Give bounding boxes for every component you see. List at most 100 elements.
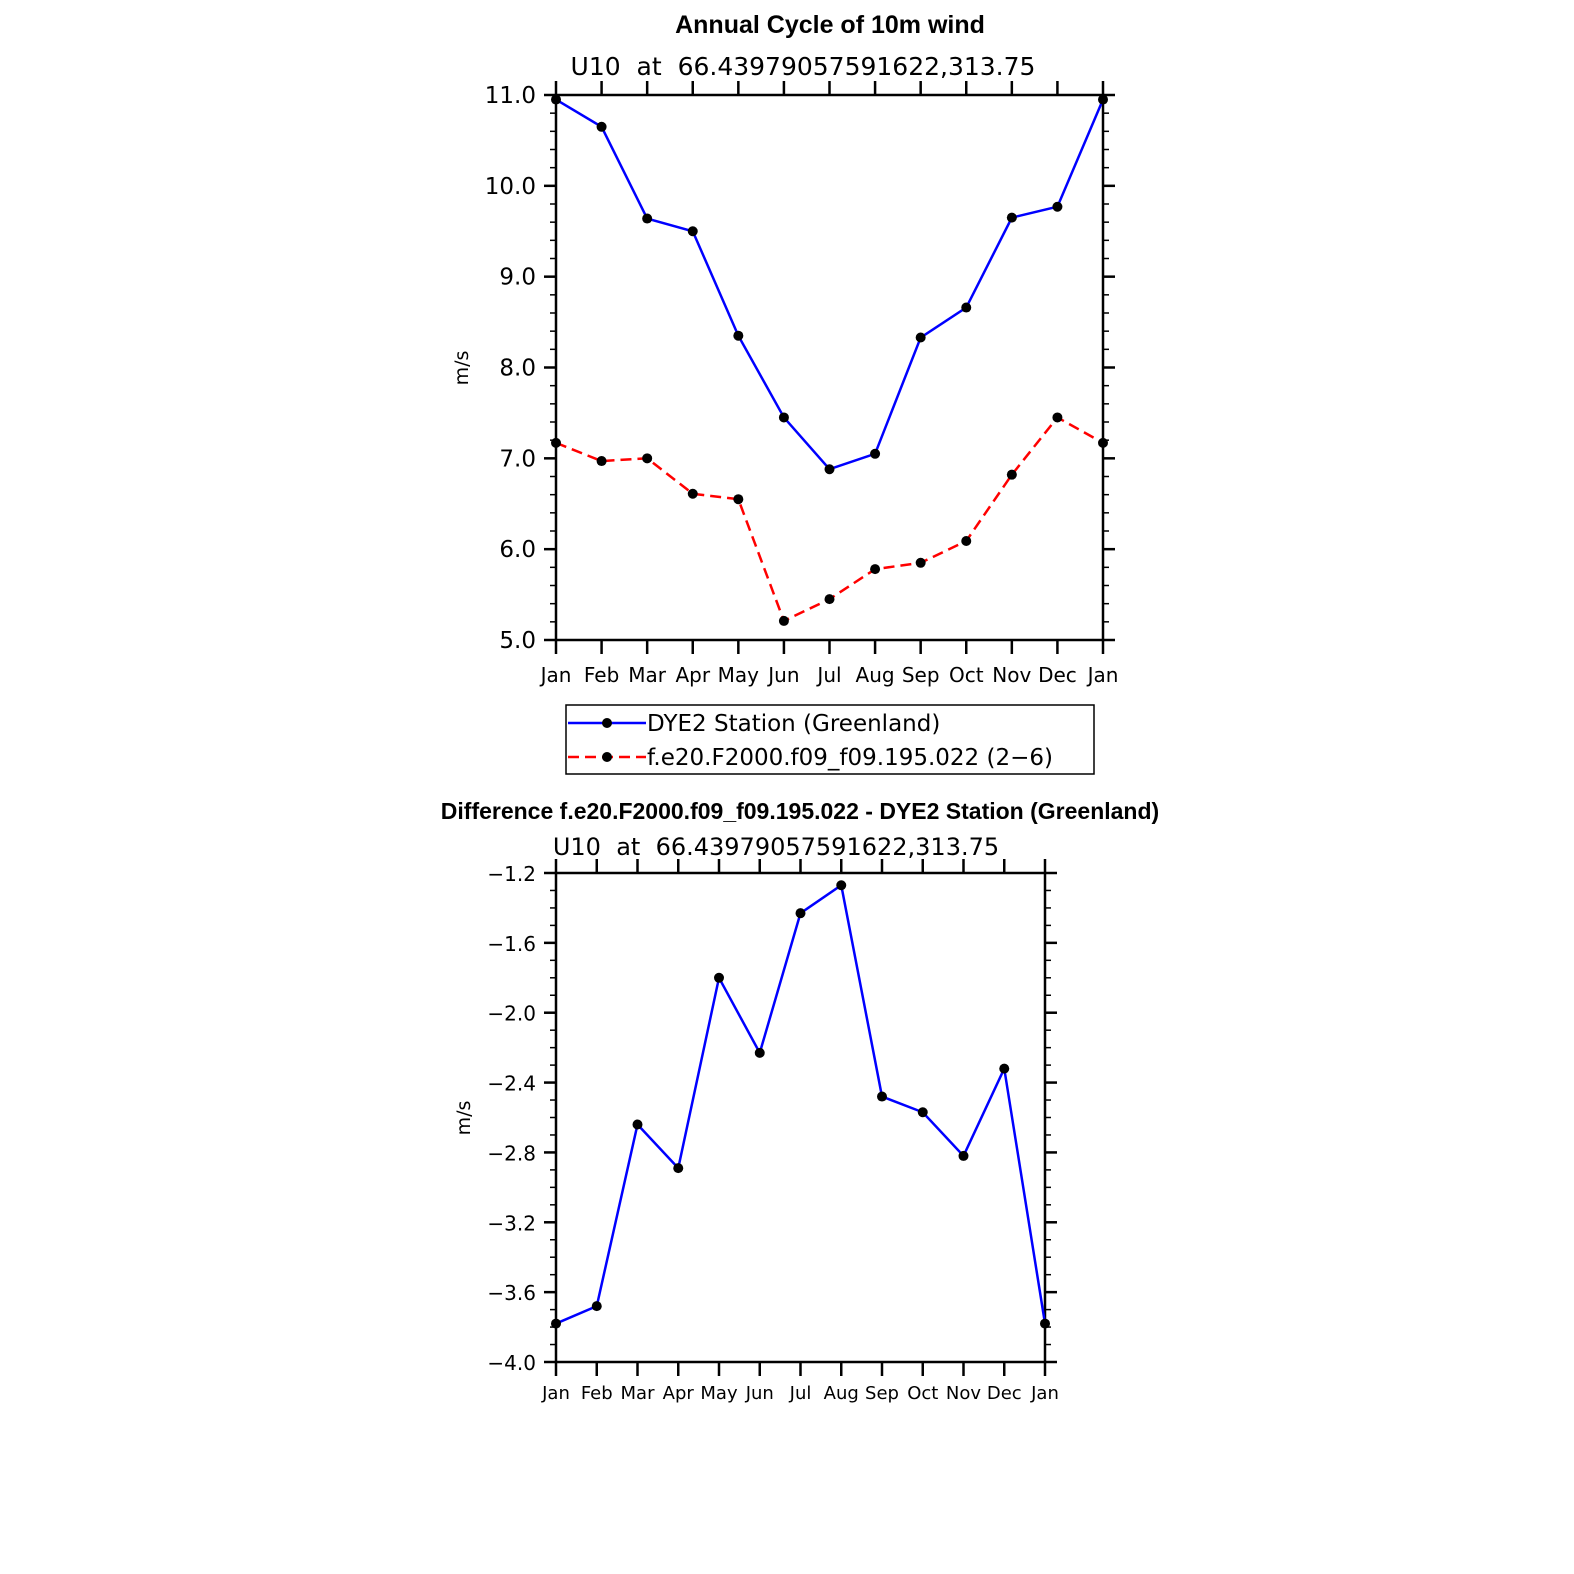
- data-point: [632, 1119, 643, 1130]
- x-tick-label: Apr: [675, 663, 710, 687]
- x-tick-label: Nov: [992, 663, 1031, 687]
- data-point: [551, 94, 561, 105]
- data-point: [733, 330, 744, 341]
- data-point: [877, 1091, 887, 1102]
- x-tick-label: Feb: [581, 1383, 613, 1404]
- legend-label-dye2: DYE2 Station (Greenland): [647, 711, 940, 737]
- y-tick-label: −1.2: [487, 862, 536, 886]
- data-point: [961, 535, 972, 546]
- y-tick-label: −2.8: [487, 1141, 536, 1165]
- x-tick-label: Jan: [539, 663, 572, 687]
- y-tick-label: −1.6: [487, 932, 536, 956]
- data-point: [551, 1318, 561, 1329]
- y-tick-label: −3.6: [487, 1281, 536, 1305]
- data-point: [1006, 212, 1017, 223]
- x-tick-label: Oct: [949, 663, 984, 687]
- data-point: [915, 557, 926, 568]
- x-tick-label: Jun: [766, 663, 799, 687]
- series-line-1: [555, 415, 1104, 623]
- data-point: [1098, 437, 1108, 448]
- legend-label-model: f.e20.F2000.f09_f09.195.022 (2−6): [647, 745, 1053, 771]
- data-point: [961, 302, 972, 313]
- legend-box: [565, 704, 1095, 775]
- series-line-0: [555, 98, 1105, 471]
- x-tick-label: Mar: [621, 1383, 656, 1404]
- x-tick-label: Jan: [1030, 1383, 1059, 1404]
- y-tick-label: −3.2: [487, 1211, 536, 1235]
- x-tick-label: Feb: [584, 663, 619, 687]
- difference-chart: Difference f.e20.F2000.f09_f09.195.022 -…: [441, 798, 1159, 1404]
- data-point: [754, 1047, 765, 1058]
- chart1-title: Annual Cycle of 10m wind: [675, 11, 985, 39]
- y-tick-label: 5.0: [499, 628, 536, 654]
- legend-marker-dye2: [602, 718, 612, 728]
- y-tick-label: 10.0: [485, 174, 536, 200]
- y-tick-label: 9.0: [499, 265, 536, 291]
- x-tick-label: May: [718, 663, 760, 687]
- x-tick-label: Jul: [815, 663, 841, 687]
- data-point: [733, 494, 744, 505]
- x-tick-label: Jun: [745, 1383, 774, 1404]
- data-point: [870, 564, 881, 575]
- annual-cycle-chart: Annual Cycle of 10m wind U10 at 66.43979…: [451, 11, 1119, 775]
- data-point: [958, 1150, 969, 1161]
- data-point: [915, 332, 926, 343]
- x-tick-label: Dec: [987, 1383, 1022, 1404]
- y-tick-label: 8.0: [499, 356, 536, 382]
- data-point: [1052, 201, 1063, 212]
- series-line-0: [555, 883, 1047, 1325]
- y-tick-label: 11.0: [485, 83, 536, 109]
- data-point: [551, 437, 561, 448]
- x-tick-label: Aug: [856, 663, 895, 687]
- plot-frame: [554, 871, 1047, 1364]
- data-point: [824, 594, 835, 605]
- data-point: [687, 488, 698, 499]
- chart2-subtitle: U10 at 66.43979057591622,313.75: [553, 833, 999, 861]
- data-point: [596, 456, 607, 467]
- data-point: [591, 1301, 602, 1312]
- chart1-subtitle: U10 at 66.43979057591622,313.75: [571, 52, 1036, 81]
- y-tick-label: −2.4: [487, 1072, 536, 1096]
- x-tick-label: May: [700, 1383, 738, 1404]
- chart1-ylabel: m/s: [451, 351, 473, 386]
- legend-marker-model: [602, 752, 612, 762]
- y-tick-label: −2.0: [487, 1002, 536, 1026]
- data-point: [795, 908, 806, 919]
- data-point: [824, 464, 835, 475]
- x-tick-label: Aug: [824, 1383, 859, 1404]
- data-point: [1052, 412, 1063, 423]
- y-tick-label: 7.0: [499, 446, 536, 472]
- x-tick-label: Oct: [907, 1383, 938, 1404]
- data-point: [714, 972, 724, 983]
- data-point: [642, 213, 653, 224]
- data-point: [778, 412, 789, 423]
- y-tick-label: 6.0: [499, 537, 536, 563]
- data-point: [1098, 94, 1108, 105]
- data-point: [642, 453, 653, 464]
- chart2-title: Difference f.e20.F2000.f09_f09.195.022 -…: [441, 798, 1159, 824]
- data-point: [673, 1163, 684, 1174]
- x-tick-label: Nov: [946, 1383, 981, 1404]
- plot-frame: [554, 93, 1105, 642]
- data-point: [1040, 1318, 1050, 1329]
- data-point: [836, 880, 847, 891]
- chart2-ylabel: m/s: [453, 1101, 475, 1136]
- x-tick-label: Mar: [628, 663, 667, 687]
- data-point: [917, 1107, 928, 1118]
- x-tick-label: Sep: [902, 663, 940, 687]
- data-point: [1006, 469, 1017, 480]
- data-point: [778, 615, 789, 626]
- x-tick-label: Sep: [865, 1383, 899, 1404]
- chart1-legend: DYE2 Station (Greenland) f.e20.F2000.f09…: [565, 704, 1095, 775]
- data-point: [596, 121, 607, 132]
- data-point: [870, 448, 881, 459]
- x-tick-label: Dec: [1038, 663, 1077, 687]
- x-tick-label: Jan: [541, 1383, 570, 1404]
- y-tick-label: −4.0: [487, 1351, 536, 1375]
- data-point: [999, 1063, 1010, 1074]
- x-tick-label: Jan: [1086, 663, 1119, 687]
- data-point: [687, 226, 698, 237]
- x-tick-label: Jul: [789, 1383, 812, 1404]
- x-tick-label: Apr: [663, 1383, 695, 1404]
